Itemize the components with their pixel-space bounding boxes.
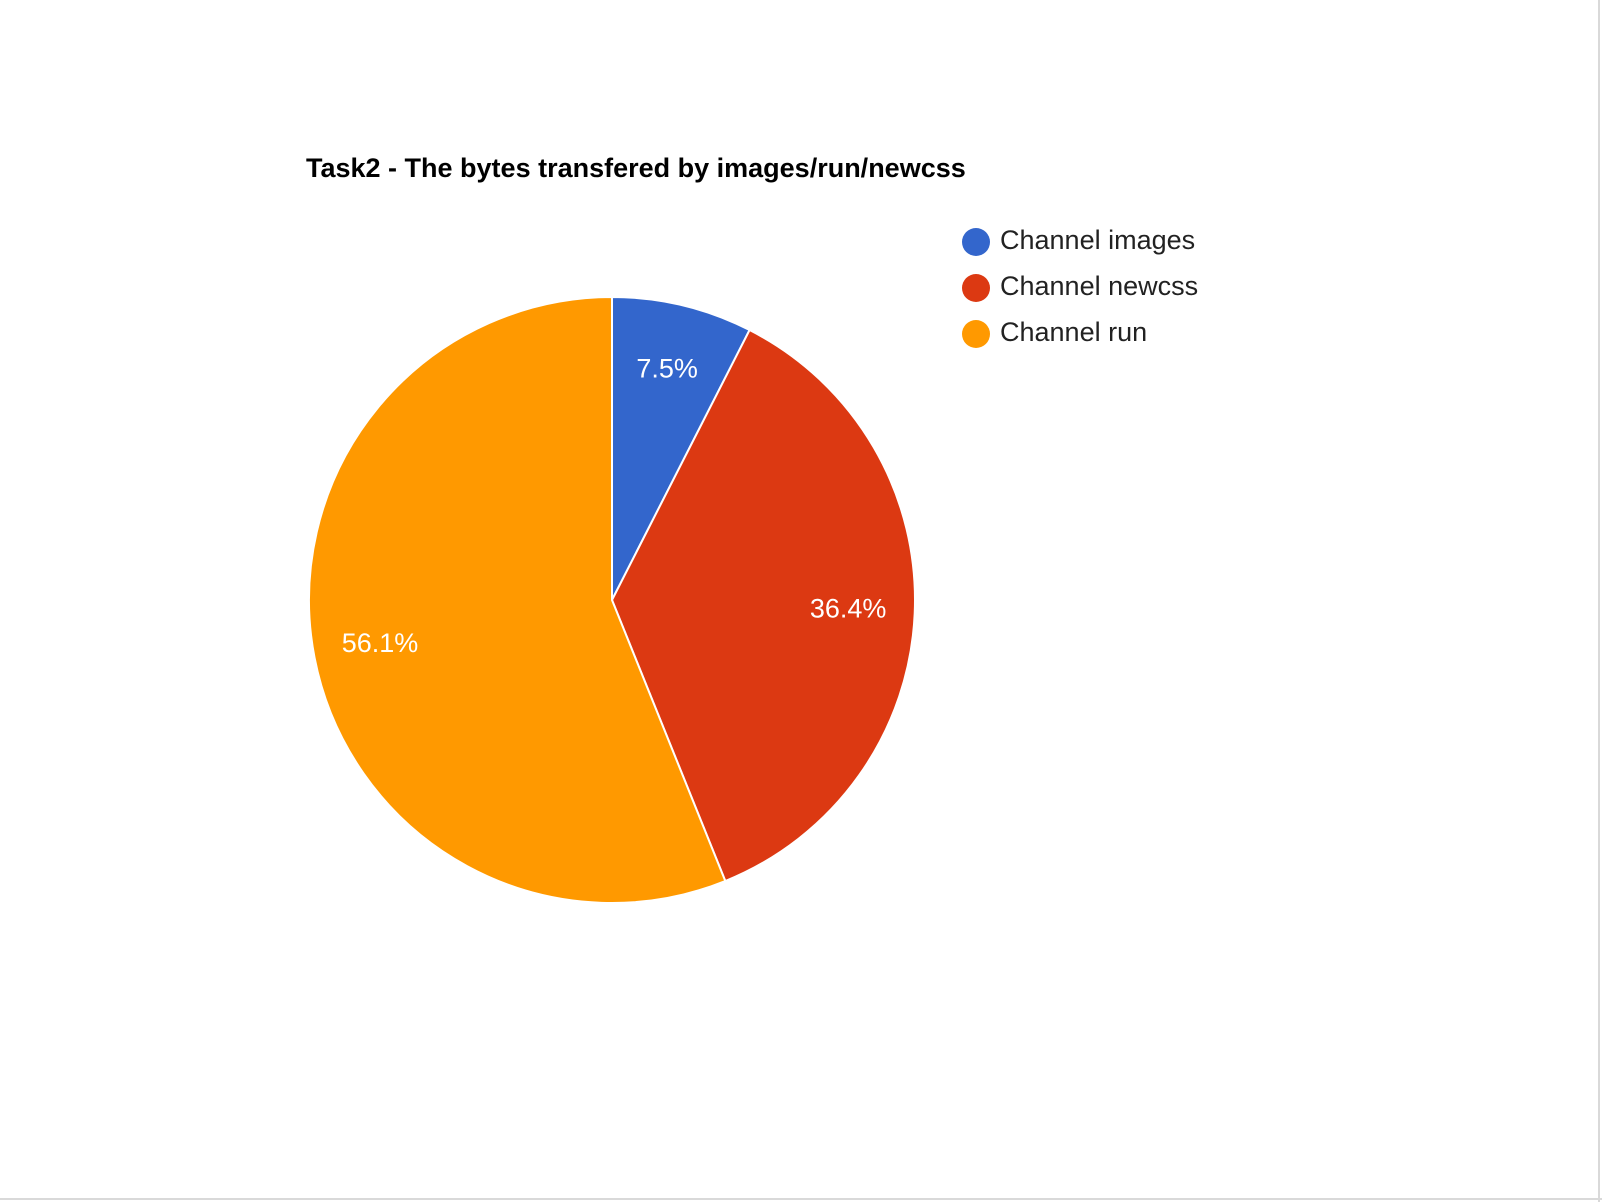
pie-slices bbox=[308, 295, 916, 904]
chart-title: Task2 - The bytes transfered by images/r… bbox=[306, 153, 966, 183]
pie-slice-channel-newcss bbox=[610, 328, 916, 883]
frame-border-right bbox=[1598, 0, 1600, 1202]
slice-value-label-channel-run: 56.1% bbox=[342, 628, 419, 658]
pie-slice-labels: 7.5% 36.4% 56.1% bbox=[342, 353, 887, 658]
pie-slice-channel-images bbox=[611, 295, 751, 601]
slice-value-label-channel-images: 7.5% bbox=[636, 353, 698, 383]
legend-label-channel-newcss: Channel newcss bbox=[1000, 271, 1198, 301]
slice-value-label-channel-newcss: 36.4% bbox=[810, 594, 887, 624]
legend-label-channel-run: Channel run bbox=[1000, 317, 1147, 347]
legend-marker-channel-newcss bbox=[962, 274, 990, 302]
legend-marker-channel-run bbox=[962, 320, 990, 348]
legend: Channel images Channel newcss Channel run bbox=[962, 225, 1198, 348]
frame-border-bottom bbox=[0, 1198, 1602, 1200]
pie-slice-channel-run bbox=[308, 295, 727, 904]
legend-label-channel-images: Channel images bbox=[1000, 225, 1195, 255]
legend-marker-channel-images bbox=[962, 228, 990, 256]
